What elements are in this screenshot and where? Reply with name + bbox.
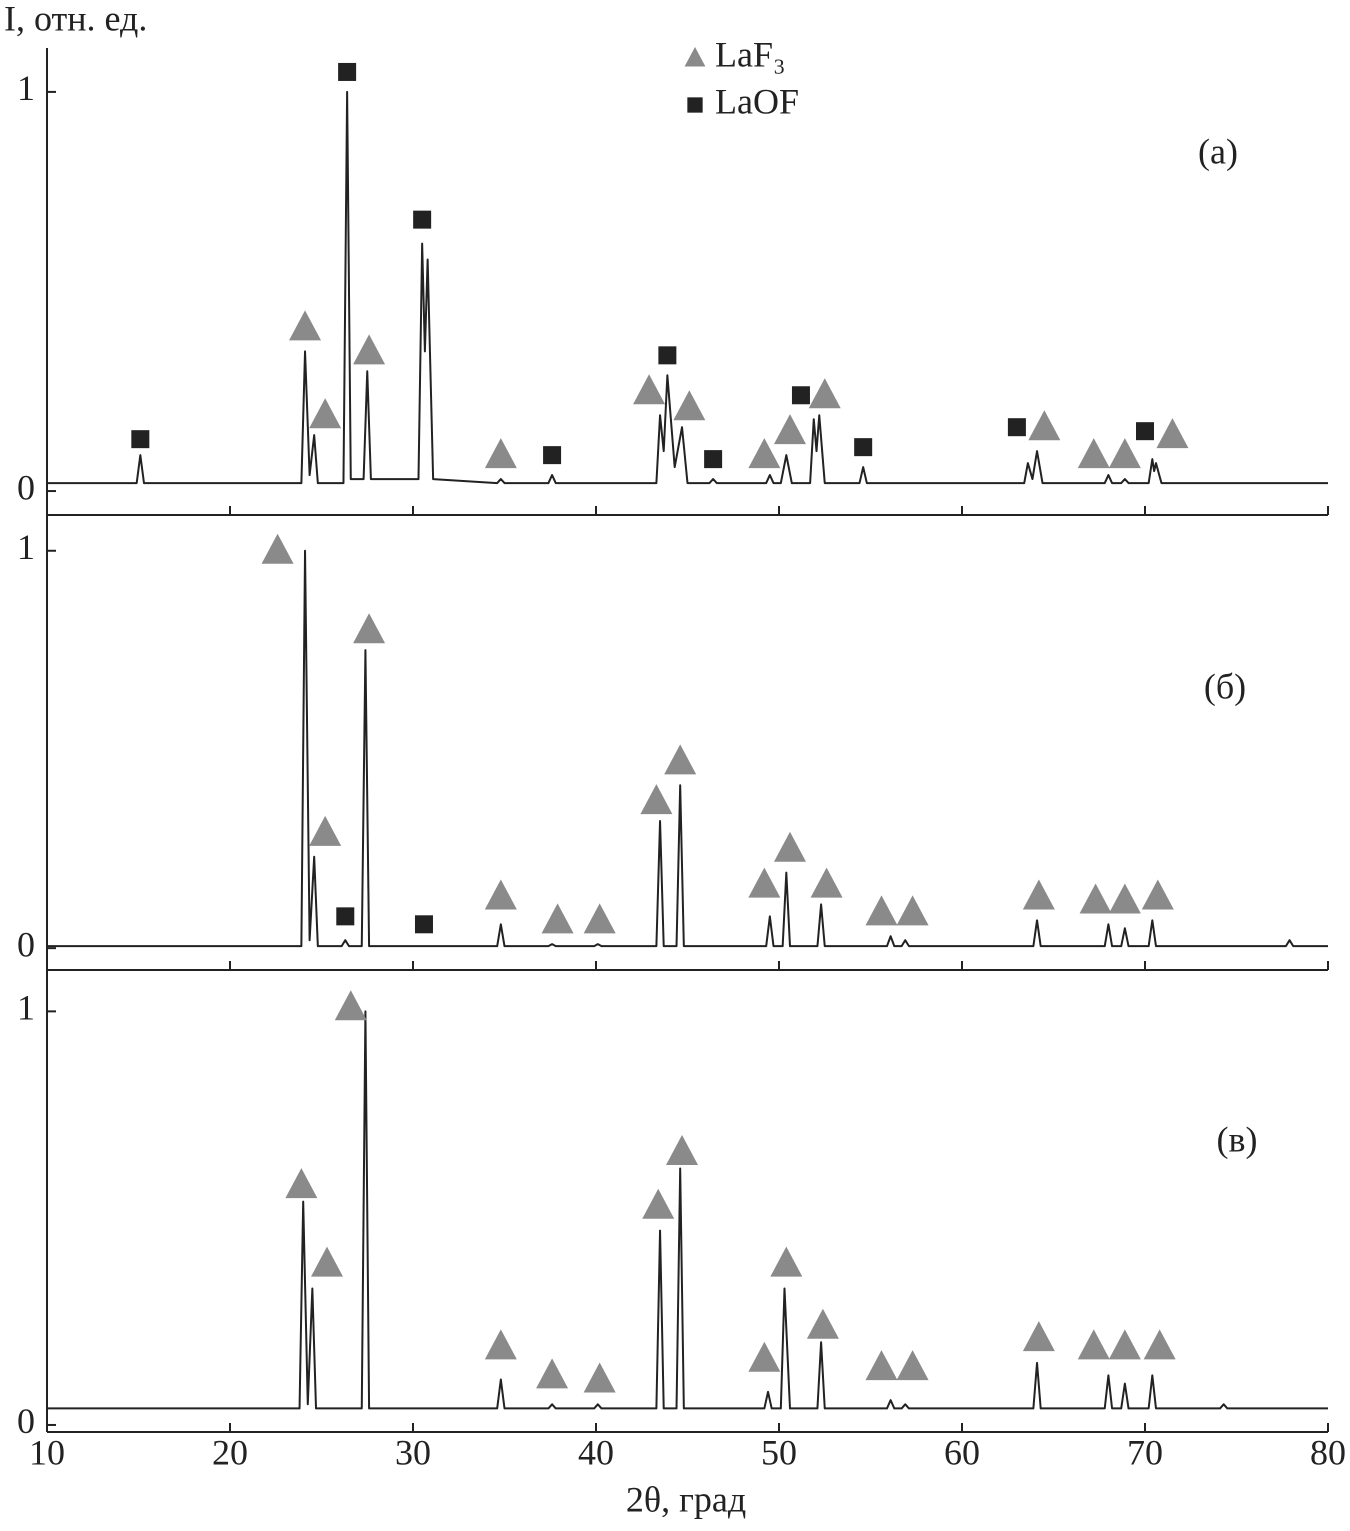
phase-marker (810, 867, 843, 898)
phase-marker (806, 1308, 839, 1339)
y-tick-label: 1 (17, 68, 35, 108)
phase-marker (414, 915, 433, 934)
phase-marker (791, 386, 810, 405)
phase-marker (1108, 883, 1141, 914)
x-tick-label: 50 (761, 1432, 797, 1472)
phase-marker (770, 1246, 803, 1277)
y-axis-label: I, отн. ед. (4, 0, 147, 38)
phase-marker (808, 378, 841, 409)
x-tick-label: 60 (944, 1432, 980, 1472)
y-tick-label: 0 (17, 924, 35, 964)
x-tick-label: 70 (1127, 1432, 1163, 1472)
phase-marker (413, 210, 432, 229)
legend-swatch (687, 97, 703, 113)
panel-label: (в) (1217, 1119, 1258, 1159)
diffraction-line (47, 1010, 1328, 1410)
phase-marker (1022, 1321, 1055, 1352)
phase-marker (261, 533, 294, 564)
phase-marker (543, 446, 562, 465)
phase-marker (1077, 1329, 1110, 1360)
phase-marker (309, 815, 342, 846)
phase-marker (336, 907, 355, 926)
phase-marker (1077, 438, 1110, 469)
phase-marker (285, 1168, 318, 1199)
phase-marker (1007, 418, 1026, 437)
phase-marker (896, 1350, 929, 1381)
phase-marker (309, 398, 342, 429)
phase-marker (748, 438, 781, 469)
phase-marker (664, 744, 697, 775)
phase-marker (1108, 1329, 1141, 1360)
phase-marker (583, 1362, 616, 1393)
phase-marker (1156, 418, 1189, 449)
x-tick-label: 80 (1310, 1432, 1346, 1472)
phase-marker (334, 990, 367, 1021)
phase-marker (1079, 883, 1112, 914)
x-tick-label: 30 (395, 1432, 431, 1472)
phase-marker (1108, 438, 1141, 469)
phase-marker (633, 374, 666, 405)
panel-label: (а) (1198, 131, 1238, 171)
legend-label: LaF₃ (715, 34, 786, 74)
diffraction-line (47, 90, 1328, 485)
phase-marker (583, 903, 616, 934)
phase-marker (484, 438, 517, 469)
phase-marker (1028, 410, 1061, 441)
x-tick-label: 10 (29, 1432, 65, 1472)
phase-marker (131, 430, 150, 449)
phase-marker (310, 1246, 343, 1277)
phase-marker (865, 1350, 898, 1381)
y-tick-label: 0 (17, 467, 35, 507)
y-tick-label: 1 (17, 988, 35, 1028)
phase-marker (865, 895, 898, 926)
phase-marker (773, 414, 806, 445)
phase-marker (658, 346, 677, 365)
phase-marker (896, 895, 929, 926)
phase-marker (353, 613, 386, 644)
phase-marker (640, 784, 673, 815)
phase-marker (1141, 879, 1174, 910)
phase-marker (773, 831, 806, 862)
phase-marker (484, 879, 517, 910)
phase-marker (704, 450, 723, 469)
phase-marker (673, 390, 706, 421)
phase-marker (484, 1329, 517, 1360)
x-tick-label: 20 (212, 1432, 248, 1472)
diffraction-line (47, 549, 1328, 948)
x-tick-label: 40 (578, 1432, 614, 1472)
phase-marker (289, 310, 322, 341)
phase-marker (353, 334, 386, 365)
legend-swatch (684, 46, 706, 67)
panel-label: (б) (1204, 666, 1246, 706)
phase-marker (642, 1188, 675, 1219)
phase-marker (854, 438, 873, 457)
phase-marker (1022, 879, 1055, 910)
phase-marker (666, 1134, 699, 1165)
y-tick-label: 1 (17, 527, 35, 567)
phase-marker (541, 903, 574, 934)
phase-marker (748, 867, 781, 898)
x-axis-label: 2θ, град (626, 1479, 746, 1519)
phase-marker (338, 62, 357, 81)
phase-marker (1143, 1329, 1176, 1360)
legend-label: LaOF (715, 81, 799, 121)
phase-marker (748, 1341, 781, 1372)
y-tick-label: 0 (17, 1401, 35, 1441)
phase-marker (536, 1358, 569, 1389)
phase-marker (1136, 422, 1154, 441)
